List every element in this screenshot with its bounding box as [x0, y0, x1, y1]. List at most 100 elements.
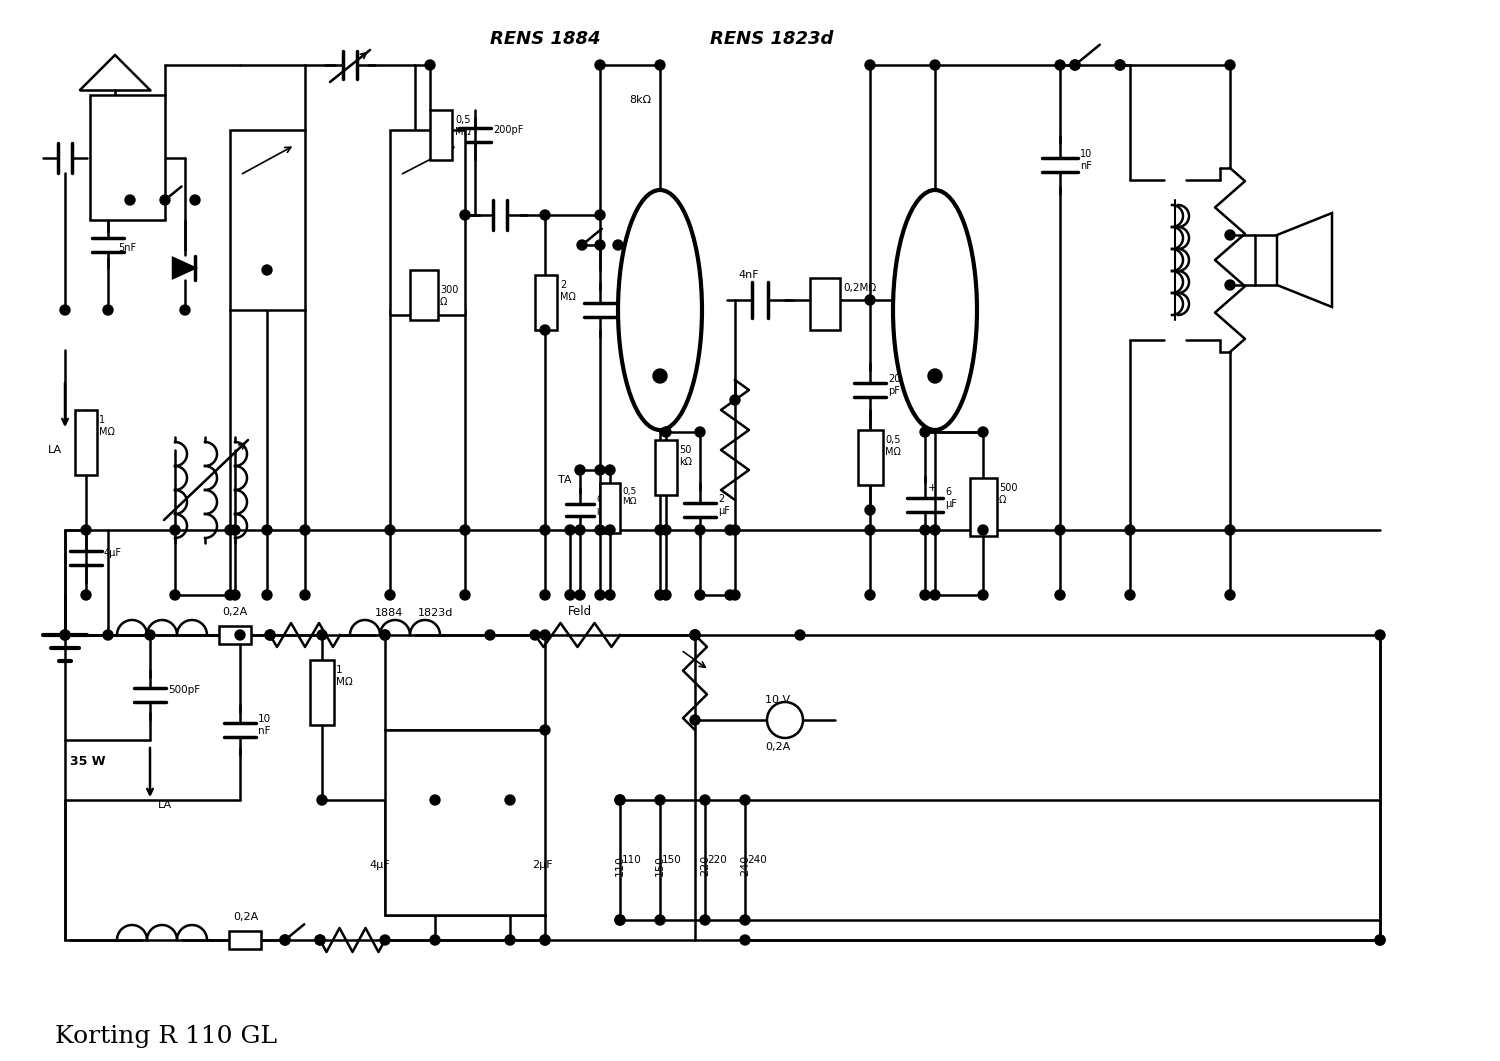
Text: 150: 150 — [656, 854, 664, 875]
Circle shape — [236, 630, 244, 640]
Circle shape — [1376, 630, 1384, 640]
Circle shape — [460, 590, 470, 601]
Bar — [656, 440, 676, 495]
Circle shape — [60, 305, 70, 315]
Circle shape — [180, 305, 190, 315]
Circle shape — [700, 915, 709, 925]
Text: LA: LA — [158, 800, 172, 810]
Bar — [386, 730, 544, 915]
Circle shape — [740, 915, 750, 925]
Text: 50
kΩ: 50 kΩ — [680, 445, 692, 467]
Circle shape — [730, 590, 740, 601]
Circle shape — [700, 795, 709, 805]
Circle shape — [1376, 935, 1384, 945]
Circle shape — [262, 265, 272, 275]
Circle shape — [1226, 230, 1234, 240]
Text: 4μF: 4μF — [104, 547, 122, 558]
Circle shape — [730, 395, 740, 405]
Circle shape — [1070, 60, 1080, 70]
Bar — [970, 479, 998, 536]
Circle shape — [81, 590, 92, 601]
Circle shape — [540, 630, 550, 640]
Text: 0,5
MΩ: 0,5 MΩ — [622, 487, 636, 506]
Circle shape — [566, 590, 574, 601]
Text: 1
MΩ: 1 MΩ — [99, 415, 116, 436]
Circle shape — [1070, 60, 1080, 70]
Circle shape — [230, 590, 240, 601]
Text: 0,2A: 0,2A — [222, 607, 248, 618]
Circle shape — [1125, 525, 1136, 535]
Circle shape — [300, 525, 310, 535]
Bar — [75, 410, 98, 475]
Circle shape — [740, 935, 750, 945]
Bar — [810, 278, 840, 330]
Text: 10 V: 10 V — [765, 695, 790, 705]
Text: 0,2A: 0,2A — [232, 912, 258, 922]
Circle shape — [1226, 590, 1234, 601]
Circle shape — [1226, 280, 1234, 290]
Text: 8kΩ: 8kΩ — [628, 95, 651, 105]
Circle shape — [730, 525, 740, 535]
Text: 5nF: 5nF — [118, 243, 136, 253]
Text: 1
MΩ: 1 MΩ — [336, 665, 352, 686]
Circle shape — [506, 935, 515, 945]
Circle shape — [662, 590, 670, 601]
Text: LA: LA — [48, 445, 62, 455]
Circle shape — [865, 590, 874, 601]
Circle shape — [506, 795, 515, 805]
Circle shape — [662, 525, 670, 535]
Circle shape — [604, 590, 615, 601]
Text: 0,5
MΩ: 0,5 MΩ — [454, 115, 471, 137]
Text: 220: 220 — [700, 854, 709, 875]
Circle shape — [656, 590, 664, 601]
Circle shape — [300, 590, 310, 601]
Text: RENS 1884: RENS 1884 — [490, 30, 600, 48]
Text: 110: 110 — [622, 855, 642, 865]
Bar — [600, 483, 619, 533]
Text: 150: 150 — [662, 855, 681, 865]
Circle shape — [978, 427, 988, 437]
Circle shape — [1114, 60, 1125, 70]
Circle shape — [540, 935, 550, 945]
Circle shape — [604, 465, 615, 475]
Text: TA: TA — [558, 475, 572, 485]
Circle shape — [615, 915, 626, 925]
Circle shape — [315, 935, 326, 945]
Circle shape — [596, 525, 604, 535]
Circle shape — [978, 590, 988, 601]
Circle shape — [1226, 525, 1234, 535]
Polygon shape — [172, 258, 195, 278]
Bar — [230, 930, 261, 949]
Circle shape — [1054, 525, 1065, 535]
Bar — [536, 275, 556, 330]
Bar — [230, 131, 304, 310]
Circle shape — [386, 525, 394, 535]
Circle shape — [424, 60, 435, 70]
Circle shape — [865, 60, 874, 70]
Circle shape — [484, 630, 495, 640]
Circle shape — [315, 935, 326, 945]
Text: 1823d: 1823d — [419, 608, 453, 618]
Circle shape — [225, 525, 236, 535]
Circle shape — [596, 590, 604, 601]
Circle shape — [146, 630, 154, 640]
Bar — [858, 430, 883, 485]
Circle shape — [430, 935, 439, 945]
Ellipse shape — [892, 190, 977, 430]
Circle shape — [1114, 60, 1125, 70]
Circle shape — [596, 240, 604, 250]
Text: 4nF: 4nF — [738, 269, 759, 280]
Circle shape — [652, 369, 668, 383]
Circle shape — [740, 795, 750, 805]
Circle shape — [81, 525, 92, 535]
Text: 0,1
μF: 0,1 μF — [618, 294, 633, 316]
Circle shape — [540, 935, 550, 945]
Circle shape — [540, 325, 550, 335]
Circle shape — [978, 525, 988, 535]
Circle shape — [865, 295, 874, 305]
Circle shape — [380, 630, 390, 640]
Circle shape — [574, 465, 585, 475]
Circle shape — [928, 369, 942, 383]
Circle shape — [530, 630, 540, 640]
Text: 2
μF: 2 μF — [718, 494, 730, 516]
